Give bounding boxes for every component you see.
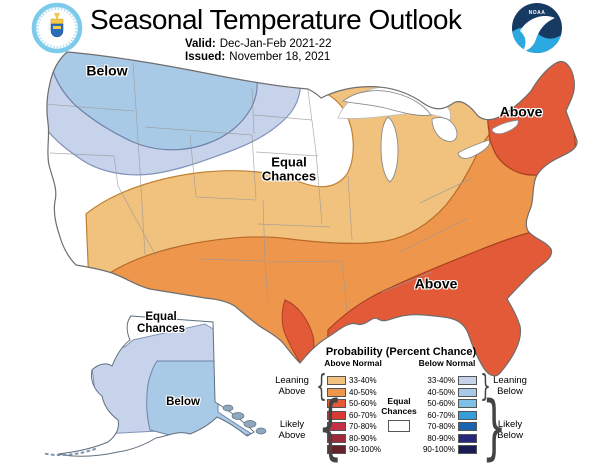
lake-superior — [341, 90, 432, 116]
legend-group-likely-below: Likely Below — [488, 419, 532, 441]
legend-equal-chances-label-line1: Equal — [387, 396, 411, 406]
likely-above-line2: Above — [278, 430, 306, 441]
legend-title: Probability (Percent Chance) — [325, 346, 477, 358]
legend-range-label: 70-80% — [349, 422, 377, 431]
lake-erie — [457, 139, 491, 159]
lake-ontario — [491, 119, 519, 135]
leaning-below-brace: } — [480, 369, 491, 404]
legend-swatch-above-80-90 — [327, 433, 346, 443]
valid-value: Dec-Jan-Feb 2021-22 — [219, 38, 332, 50]
probability-legend: Probability (Percent Chance) Above Norma… — [270, 344, 600, 464]
valid-line: Valid: Dec-Jan-Feb 2021-22 — [185, 38, 332, 50]
likely-above-brace: { — [318, 386, 343, 464]
legend-range-label: 40-50% — [427, 387, 455, 397]
aleutian-islands — [41, 448, 96, 457]
likely-below-line2: Below — [497, 430, 523, 441]
legend-range-label: 33-40% — [427, 376, 455, 385]
legend-below-normal-header: Below Normal — [418, 358, 476, 368]
map-label-northeast-above: Above — [499, 103, 543, 120]
lake-michigan — [380, 116, 399, 183]
legend-range-label: 60-70% — [349, 410, 377, 420]
legend-range-label: 60-70% — [427, 410, 455, 420]
leaning-above-line2: Above — [278, 386, 306, 397]
page-title: Seasonal Temperature Outlook — [90, 4, 462, 35]
legend-swatch-above-90-100 — [327, 445, 346, 454]
leaning-below-line2: Below — [497, 386, 523, 397]
legend-swatch-below-33-40 — [458, 376, 477, 385]
legend-range-label: 33-40% — [349, 376, 377, 385]
likely-below-brace: } — [482, 386, 507, 464]
legend-above-normal-header: Above Normal — [324, 358, 382, 368]
legend-swatch-above-60-70 — [327, 410, 346, 420]
legend-swatch-below-70-80 — [458, 422, 477, 431]
legend-swatch-above-70-80 — [327, 422, 346, 431]
legend-range-label: 40-50% — [349, 387, 377, 397]
legend-swatch-below-80-90 — [458, 433, 477, 443]
state-borders — [46, 62, 473, 313]
alaska-panhandle-islands — [222, 404, 267, 435]
legend-group-leaning-above: Leaning Above — [270, 375, 314, 397]
legend-swatch-below-40-50 — [458, 387, 477, 397]
issued-value: November 18, 2021 — [229, 51, 331, 63]
legend-swatch-below-60-70 — [458, 410, 477, 420]
map-label-equal-chances: Equal Chances — [262, 155, 316, 182]
legend-range-label: 90-100% — [349, 445, 382, 454]
leaning-above-brace: { — [316, 369, 327, 404]
noaa-logo-icon: NOAA — [512, 3, 562, 53]
legend-group-likely-above: Likely Above — [270, 419, 314, 441]
legend-equal-chances-label-line2: Chances — [381, 406, 417, 416]
valid-label: Valid: — [185, 38, 216, 50]
map-label-equal-line1: Equal — [271, 154, 307, 170]
issued-label: Issued: — [185, 51, 226, 63]
lake-huron — [431, 117, 458, 142]
map-label-northwest-below: Below — [86, 62, 128, 79]
legend-range-label: 80-90% — [427, 433, 455, 443]
issued-line: Issued: November 18, 2021 — [185, 51, 330, 63]
commerce-seal-icon — [31, 2, 83, 54]
conus-outline — [46, 51, 578, 377]
legend-swatch-above-33-40 — [327, 376, 346, 385]
legend-swatch-below-90-100 — [458, 445, 477, 454]
legend-range-label: 70-80% — [427, 422, 455, 431]
alaska-outline — [57, 315, 255, 457]
legend-swatch-below-50-60 — [458, 399, 477, 408]
great-lakes — [341, 90, 519, 183]
likely-above-line1: Likely — [279, 419, 305, 430]
legend-swatch-above-50-60 — [327, 399, 346, 408]
map-label-southeast-above: Above — [414, 275, 458, 292]
legend-equal-chances-swatch — [388, 420, 410, 432]
leaning-above-line1: Leaning — [275, 375, 309, 386]
map-label-alaska-equal-chances: Equal Chances — [137, 311, 185, 335]
noaa-logo-text: NOAA — [529, 10, 546, 16]
legend-range-label: 50-60% — [349, 399, 377, 408]
leaning-below-line1: Leaning — [493, 375, 527, 386]
legend-range-label: 80-90% — [349, 433, 377, 443]
legend-group-leaning-below: Leaning Below — [488, 375, 532, 397]
legend-swatch-above-40-50 — [327, 387, 346, 397]
map-label-alaska-equal-line2: Chances — [137, 323, 185, 335]
map-label-alaska-below: Below — [166, 395, 200, 408]
map-label-equal-line2: Chances — [261, 168, 317, 183]
legend-range-label: 90-100% — [422, 445, 455, 454]
map-label-alaska-equal-line1: Equal — [145, 310, 177, 323]
likely-below-line1: Likely — [497, 419, 523, 430]
legend-range-label: 50-60% — [427, 399, 455, 408]
